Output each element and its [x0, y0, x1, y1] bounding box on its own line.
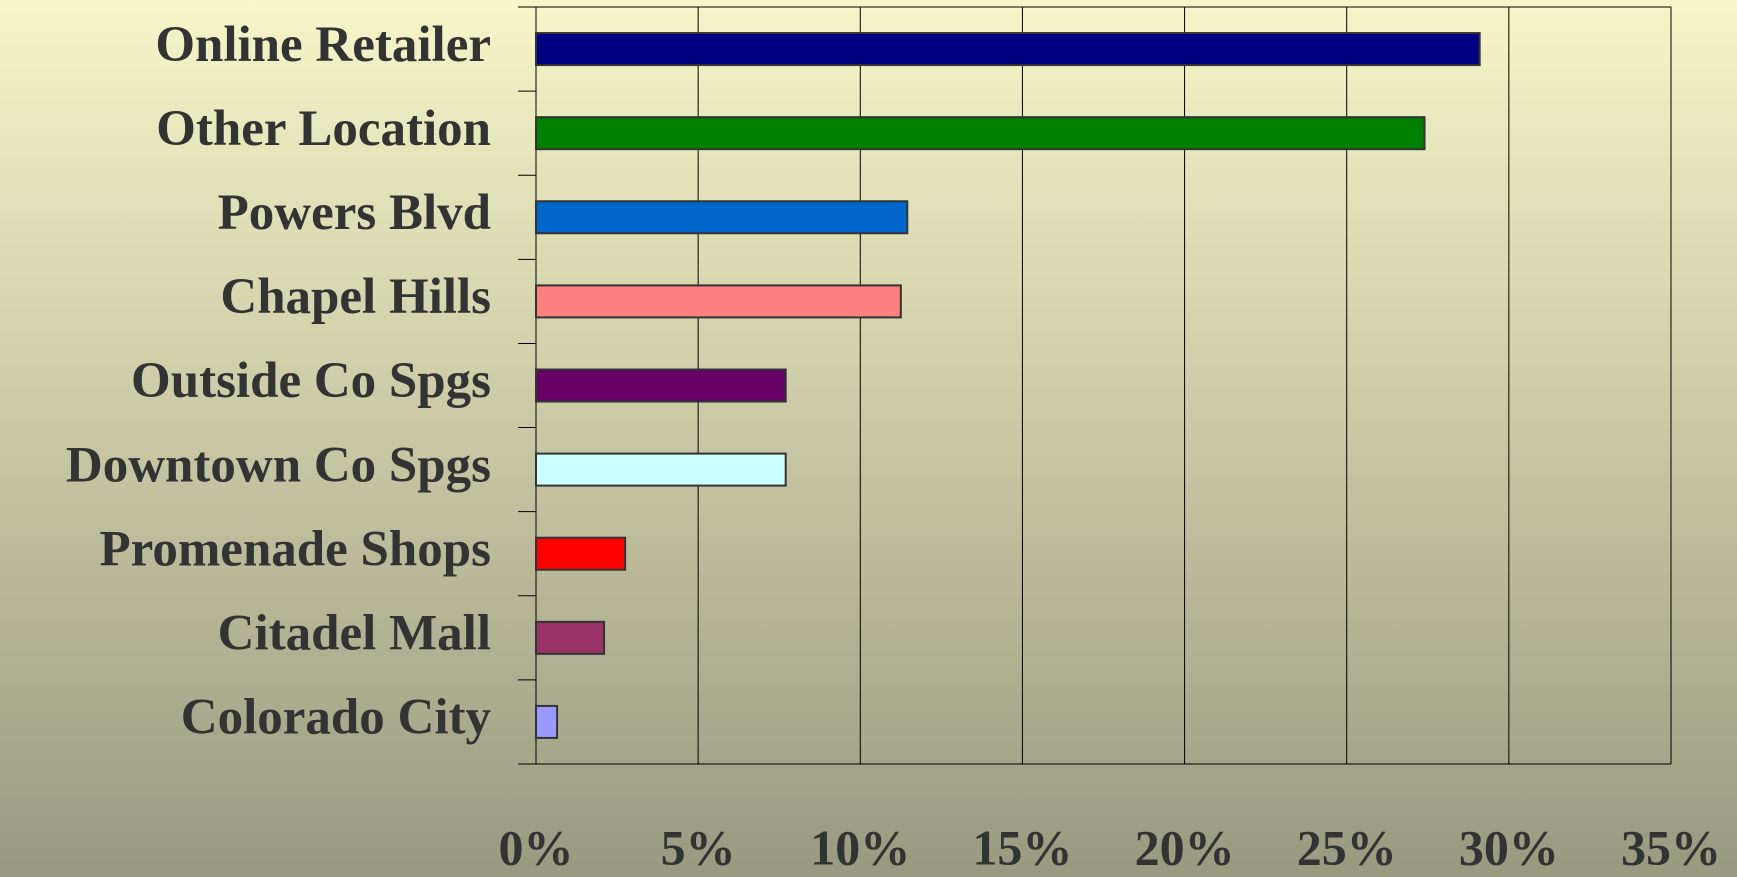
- y-tick-label: Powers Blvd: [218, 185, 491, 241]
- bar: [535, 116, 1426, 151]
- x-tick-label: 35%: [1621, 819, 1721, 875]
- y-tick-label: Downtown Co Spgs: [66, 437, 491, 493]
- bar: [535, 452, 787, 487]
- bar: [535, 536, 627, 571]
- y-tick-label: Online Retailer: [155, 17, 491, 73]
- y-tick-label: Colorado City: [181, 690, 491, 746]
- bar: [535, 704, 559, 739]
- x-tick-label: 5%: [661, 819, 736, 875]
- x-tick-label: 25%: [1297, 819, 1397, 875]
- bar: [535, 32, 1481, 67]
- bar: [535, 200, 909, 235]
- x-tick-label: 20%: [1135, 819, 1235, 875]
- y-tick-label: Citadel Mall: [218, 606, 491, 662]
- x-tick-label: 0%: [499, 819, 574, 875]
- y-tick-label: Promenade Shops: [99, 521, 491, 577]
- bar: [535, 620, 606, 655]
- bar: [535, 368, 787, 403]
- x-tick-label: 30%: [1459, 819, 1559, 875]
- x-tick-label: 15%: [972, 819, 1072, 875]
- y-tick-label: Chapel Hills: [220, 269, 491, 325]
- y-tick-label: Other Location: [156, 101, 491, 157]
- bar: [535, 284, 902, 319]
- y-tick-label: Outside Co Spgs: [131, 353, 491, 409]
- x-tick-label: 10%: [810, 819, 910, 875]
